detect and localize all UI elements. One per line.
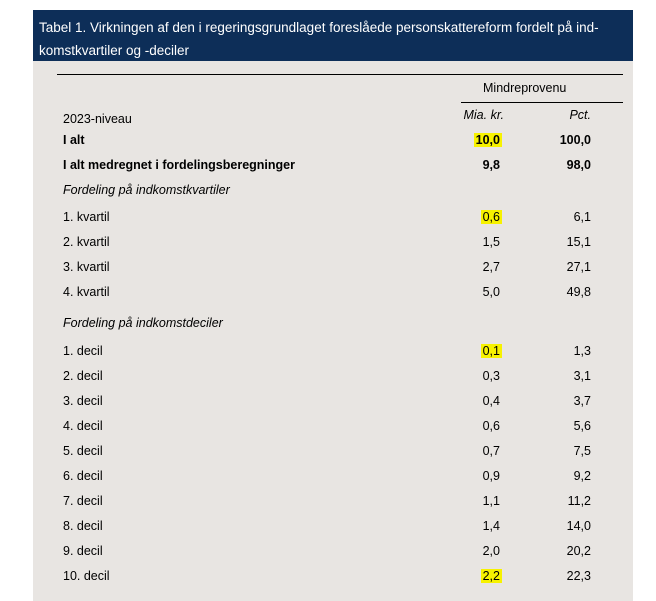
section-header-quartiles: Fordeling på indkomstkvartiler <box>63 183 230 197</box>
row-label: 9. decil <box>63 544 103 558</box>
table-title: Tabel 1. Virkningen af den i regeringsgr… <box>33 10 633 61</box>
row-label: 1. decil <box>63 344 103 358</box>
row-value-mia-kr: 9,8 <box>482 158 500 172</box>
row-value-mia-kr: 10,0 <box>473 133 502 148</box>
row-value-pct: 20,2 <box>566 544 591 558</box>
row-value-mia-kr: 1,1 <box>482 494 500 508</box>
row-value-pct: 49,8 <box>566 285 591 299</box>
row-label: I alt <box>63 133 85 147</box>
row-value-pct: 15,1 <box>566 235 591 249</box>
row-value-pct: 100,0 <box>559 133 591 147</box>
row-value-mia-kr: 0,4 <box>482 394 500 408</box>
row-value-mia-kr: 2,0 <box>482 544 500 558</box>
row-label: 10. decil <box>63 569 110 583</box>
row-value-mia-kr: 0,9 <box>482 469 500 483</box>
table-title-line-2: komstkvartiler og -deciler <box>39 43 190 58</box>
row-value-pct: 27,1 <box>566 260 591 274</box>
column-header-pct: Pct. <box>569 108 591 122</box>
row-label: 7. decil <box>63 494 103 508</box>
row-value-pct: 14,0 <box>566 519 591 533</box>
row-label: 1. kvartil <box>63 210 110 224</box>
row-value-mia-kr: 0,6 <box>482 419 500 433</box>
row-label: 3. kvartil <box>63 260 110 274</box>
highlight-mark: 10,0 <box>473 133 502 147</box>
row-value-mia-kr: 2,7 <box>482 260 500 274</box>
highlight-mark: 0,6 <box>480 210 502 224</box>
table-title-line-1: Tabel 1. Virkningen af den i regeringsgr… <box>39 20 599 35</box>
row-value-pct: 9,2 <box>573 469 591 483</box>
row-value-mia-kr: 5,0 <box>482 285 500 299</box>
row-label: 5. decil <box>63 444 103 458</box>
level-label: 2023-niveau <box>63 112 132 126</box>
row-value-pct: 1,3 <box>573 344 591 358</box>
row-value-mia-kr: 0,6 <box>480 210 502 225</box>
row-value-pct: 7,5 <box>573 444 591 458</box>
row-value-pct: 3,1 <box>573 369 591 383</box>
row-value-mia-kr: 0,1 <box>480 344 502 359</box>
row-label: 6. decil <box>63 469 103 483</box>
row-value-pct: 6,1 <box>573 210 591 224</box>
top-rule <box>57 74 623 75</box>
row-value-mia-kr: 1,4 <box>482 519 500 533</box>
row-label: 3. decil <box>63 394 103 408</box>
row-value-mia-kr: 0,7 <box>482 444 500 458</box>
row-label: 4. decil <box>63 419 103 433</box>
row-value-pct: 3,7 <box>573 394 591 408</box>
row-value-pct: 11,2 <box>567 494 591 508</box>
section-header-deciles: Fordeling på indkomstdeciler <box>63 316 223 330</box>
row-label: I alt medregnet i fordelingsberegninger <box>63 158 295 172</box>
row-value-mia-kr: 2,2 <box>480 569 502 584</box>
row-value-pct: 22,3 <box>566 569 591 583</box>
row-label: 2. decil <box>63 369 103 383</box>
row-label: 8. decil <box>63 519 103 533</box>
highlight-mark: 0,1 <box>480 344 502 358</box>
table-panel: Mindreprovenu 2023-niveau Mia. kr. Pct. … <box>33 61 633 601</box>
row-value-pct: 98,0 <box>566 158 591 172</box>
row-value-mia-kr: 0,3 <box>482 369 500 383</box>
group-rule <box>461 102 623 103</box>
row-value-mia-kr: 1,5 <box>482 235 500 249</box>
column-group-header: Mindreprovenu <box>483 81 567 95</box>
row-label: 4. kvartil <box>63 285 110 299</box>
column-header-mia-kr: Mia. kr. <box>463 108 504 122</box>
highlight-mark: 2,2 <box>480 569 502 583</box>
row-label: 2. kvartil <box>63 235 110 249</box>
row-value-pct: 5,6 <box>573 419 591 433</box>
